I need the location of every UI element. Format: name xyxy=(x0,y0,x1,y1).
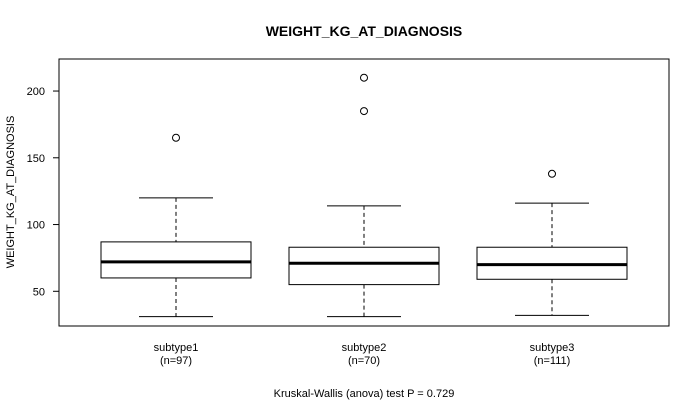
y-axis: 50 100 150 200 xyxy=(27,86,60,298)
outlier-point xyxy=(172,133,180,142)
box-group-subtype1: subtype1(n=97) xyxy=(100,133,252,367)
category-count-label: (n=97) xyxy=(160,355,192,367)
box-group-subtype2: subtype2(n=70) xyxy=(288,73,440,367)
y-tick-label: 150 xyxy=(27,153,45,165)
y-tick-label: 200 xyxy=(27,86,45,98)
outlier-point xyxy=(360,73,368,82)
y-axis-label: WEIGHT_KG_AT_DIAGNOSIS xyxy=(5,116,17,269)
category-label: subtype3 xyxy=(530,342,575,354)
outlier-point xyxy=(360,107,368,116)
category-label: subtype2 xyxy=(342,342,387,354)
test-footnote: Kruskal-Wallis (anova) test P = 0.729 xyxy=(274,388,455,400)
iqr-box xyxy=(288,246,440,286)
category-count-label: (n=70) xyxy=(348,355,380,367)
y-tick-label: 100 xyxy=(27,220,45,232)
category-count-label: (n=111) xyxy=(534,355,571,367)
y-tick-label: 50 xyxy=(33,286,45,298)
chart-title: WEIGHT_KG_AT_DIAGNOSIS xyxy=(266,23,463,39)
iqr-box xyxy=(100,241,252,279)
box-group-subtype3: subtype3(n=111) xyxy=(476,169,628,367)
outlier-point xyxy=(548,169,556,178)
category-label: subtype1 xyxy=(154,342,199,354)
boxes-layer: subtype1(n=97)subtype2(n=70)subtype3(n=1… xyxy=(100,73,628,367)
